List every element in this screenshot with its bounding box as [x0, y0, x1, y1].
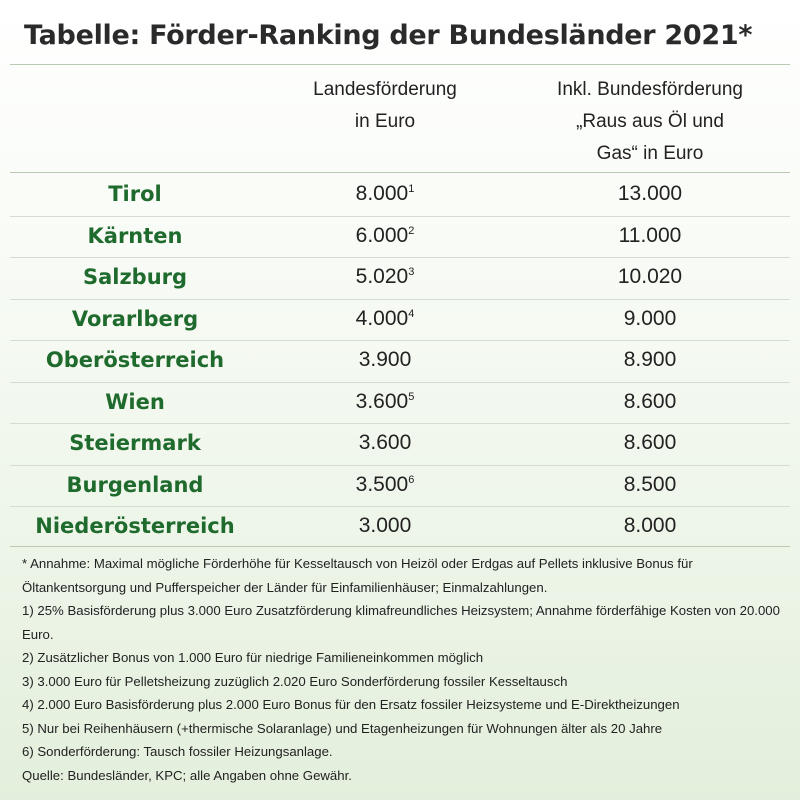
- value-text: 4.000: [355, 306, 409, 330]
- state-name: Vorarlberg: [71, 306, 199, 331]
- row-rule: [10, 298, 790, 300]
- landes-value: 3.6005: [270, 390, 500, 414]
- footnote-ref: 2: [408, 224, 415, 237]
- value-text: 3.600: [355, 389, 409, 413]
- value-text: 3.900: [358, 348, 412, 371]
- footnote: * Annahme: Maximal mögliche Förderhöhe f…: [22, 556, 693, 595]
- footnote: 6) Sonderförderung: Tausch fossiler Heiz…: [22, 744, 333, 759]
- header-line: in Euro: [354, 111, 416, 132]
- row-rule: [10, 464, 790, 466]
- table-row: Vorarlberg 4.0004 9.000: [0, 299, 800, 341]
- footnote: 2) Zusätzlicher Bonus von 1.000 Euro für…: [22, 650, 484, 665]
- footnote-ref: 1: [408, 183, 415, 195]
- bundes-value: 8.900: [623, 348, 677, 371]
- landes-value: 3.5006: [270, 473, 500, 497]
- value-text: 6.000: [355, 223, 409, 247]
- bundes-value: 13.000: [617, 182, 683, 205]
- state-name: Kärnten: [87, 223, 183, 248]
- column-header: Inkl. Bundesförderung „Raus aus Öl und Gas…: [510, 74, 790, 170]
- bundes-value: 8.000: [623, 514, 677, 537]
- landes-value: 3.000: [270, 514, 500, 538]
- bundes-value: 8.500: [623, 472, 677, 496]
- footnote: 1) 25% Basisförderung plus 3.000 Euro Zu…: [22, 603, 780, 642]
- value-text: 5.020: [355, 265, 409, 288]
- value-text: 3.000: [358, 514, 412, 537]
- landes-value: 8.0001: [270, 182, 500, 206]
- header-line: Gas“ in Euro: [596, 143, 704, 164]
- bundes-value: 8.600: [623, 389, 677, 413]
- footnote: 3) 3.000 Euro für Pelletsheizung zuzügli…: [22, 673, 568, 689]
- value-text: 3.600: [358, 431, 412, 454]
- bundes-value: 10.020: [617, 265, 683, 288]
- value-text: 8.000: [355, 182, 409, 205]
- table-row: Kärnten 6.0002 11.000: [0, 216, 800, 258]
- row-rule: [10, 381, 790, 383]
- rule: [10, 64, 790, 65]
- header-line: „Raus aus Öl und: [576, 111, 724, 132]
- source: Quelle: Bundesländer, KPC; alle Angaben …: [22, 767, 352, 783]
- state-name: Burgenland: [66, 472, 204, 497]
- footnote-ref: 6: [408, 473, 415, 486]
- bundes-value: 11.000: [618, 223, 682, 247]
- row-rule: [10, 257, 790, 258]
- footnote-ref: 3: [408, 266, 415, 278]
- table-row: Steiermark 3.600 8.600: [0, 423, 800, 465]
- footnote-ref: 4: [408, 307, 415, 320]
- state-name: Wien: [105, 389, 165, 414]
- footnote-ref: 5: [408, 390, 415, 403]
- footnote: 4) 2.000 Euro Basisförderung plus 2.000 …: [22, 697, 680, 712]
- state-name: Niederösterreich: [35, 514, 235, 538]
- table-row: Salzburg 5.0203 10.020: [0, 257, 800, 299]
- table-row: Oberösterreich 3.900 8.900: [0, 340, 800, 382]
- state-name: Steiermark: [69, 431, 201, 455]
- row-rule: [10, 506, 790, 507]
- bundes-value: 9.000: [623, 306, 677, 330]
- rule: [10, 172, 790, 173]
- title: Tabelle: Förder-Ranking der Bundesländer…: [24, 20, 753, 51]
- state-name: Salzburg: [82, 265, 188, 289]
- landes-value: 5.0203: [270, 265, 500, 289]
- bundes-value: 8.600: [623, 431, 677, 454]
- header-line: Inkl. Bundesförderung: [557, 79, 743, 100]
- row-rule: [10, 340, 790, 341]
- row-rule: [10, 423, 790, 424]
- state-name: Oberösterreich: [45, 348, 225, 372]
- header-line: Landesförderung: [313, 79, 457, 100]
- table-row: Burgenland 3.5006 8.500: [0, 465, 800, 507]
- landes-value: 6.0002: [270, 224, 500, 248]
- footnotes: * Annahme: Maximal mögliche Förderhöhe f…: [22, 552, 782, 787]
- landes-value: 4.0004: [270, 307, 500, 331]
- value-text: 3.500: [355, 472, 409, 496]
- row-rule: [10, 215, 790, 217]
- landes-value: 3.900: [270, 348, 500, 372]
- landes-value: 3.600: [270, 431, 500, 455]
- column-header: Landesförderung in Euro: [270, 74, 500, 138]
- table-row: Niederösterreich 3.000 8.000: [0, 506, 800, 548]
- rule: [10, 546, 790, 547]
- footnote: 5) Nur bei Reihenhäusern (+thermische So…: [22, 720, 663, 736]
- table-row: Wien 3.6005 8.600: [0, 382, 800, 424]
- table-row: Tirol 8.0001 13.000: [0, 174, 800, 216]
- state-name: Tirol: [108, 182, 162, 206]
